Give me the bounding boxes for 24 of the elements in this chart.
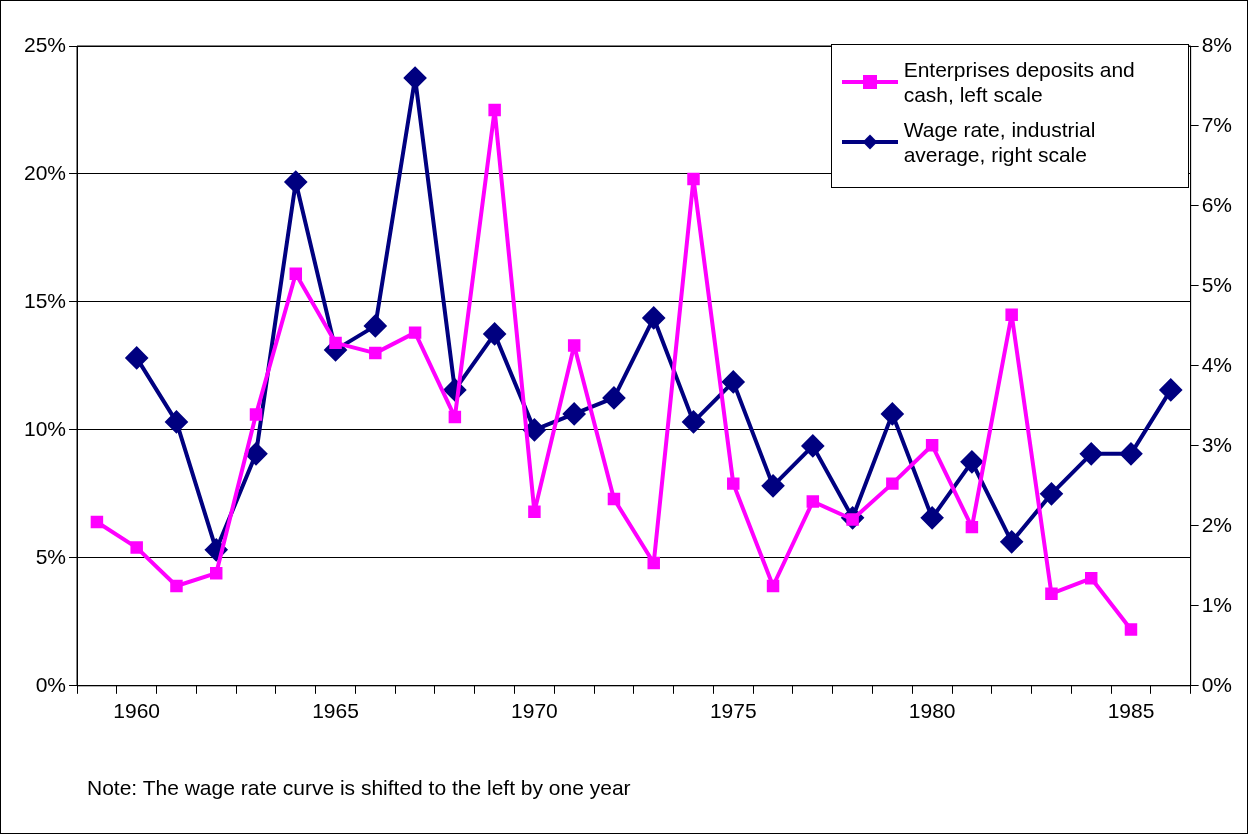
text: Note: The wage rate curve is shifted to the left by one year — [87, 776, 631, 800]
y-tick-label: 25% — [24, 32, 67, 56]
y-tick-label: 20% — [24, 160, 67, 184]
x-tick-label: 1965 — [312, 699, 359, 723]
x-tick-label: 1975 — [709, 699, 757, 723]
x-tick-label: 1985 — [1107, 699, 1155, 723]
y2-tick-label: 3% — [1201, 432, 1233, 456]
legend-label: Wage rate, industrial average, right scale — [903, 117, 1097, 167]
y2-tick-label: 5% — [1201, 272, 1233, 296]
y2-tick-label: 1% — [1201, 592, 1233, 616]
y2-tick-label: 8% — [1201, 32, 1233, 56]
x-tick-label: 1970 — [511, 699, 558, 723]
legend-label: Enterprises deposits and cash, left scale — [903, 57, 1136, 107]
y2-tick-label: 6% — [1201, 192, 1233, 216]
x-tick-label: 1980 — [908, 699, 956, 723]
y2-tick-label: 4% — [1201, 352, 1233, 376]
y-tick-label: 15% — [24, 288, 67, 312]
y-tick-label: 10% — [24, 416, 67, 440]
y2-tick-label: 7% — [1201, 112, 1233, 136]
y2-tick-label: 2% — [1201, 512, 1233, 536]
y-tick-label: 0% — [35, 672, 67, 696]
y2-tick-label: 0% — [1201, 672, 1233, 696]
y-tick-label: 5% — [35, 544, 67, 568]
x-tick-label: 1960 — [113, 699, 161, 723]
